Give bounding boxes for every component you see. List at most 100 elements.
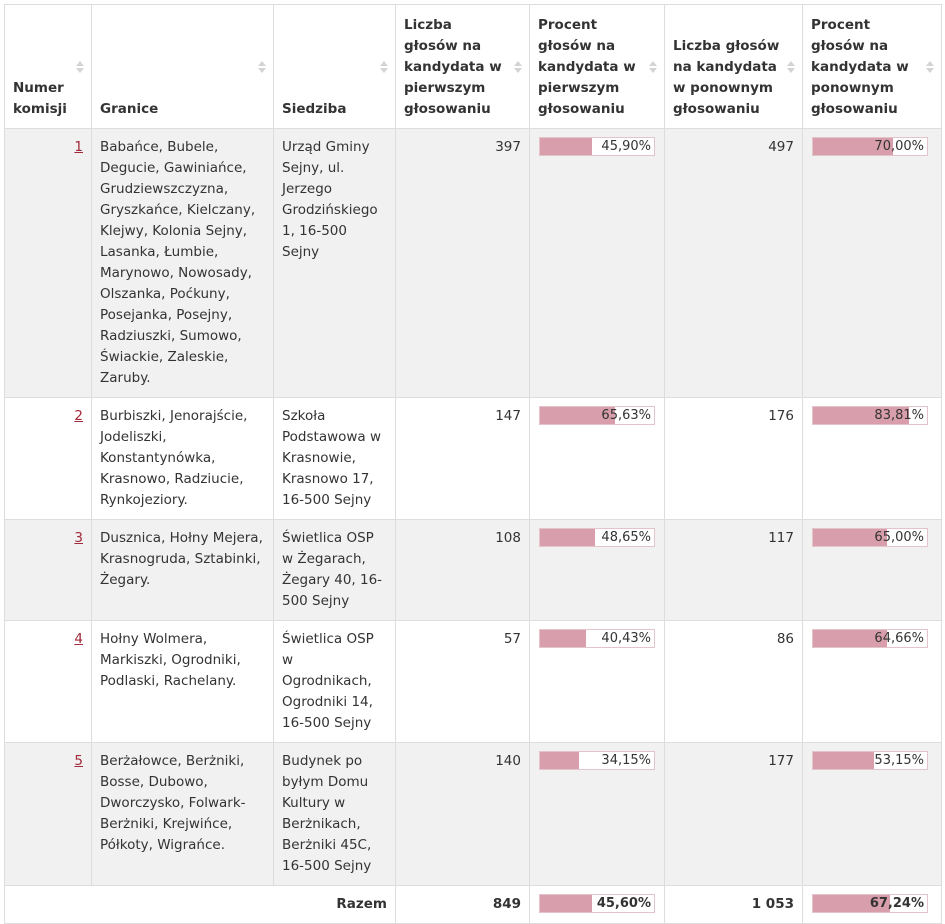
percent-bar-fill <box>540 895 592 912</box>
commission-link[interactable]: 4 <box>74 631 83 647</box>
cell-numer: 3 <box>4 519 92 621</box>
cell-granice: Burbiszki, Jenorajście, Jodeliszki, Kons… <box>91 397 274 520</box>
percent-value: 65,00% <box>874 530 924 545</box>
percent-value: 45,90% <box>601 139 651 154</box>
percent-bar: 65,63% <box>539 406 655 425</box>
cell-procent1: 34,15% <box>529 742 665 886</box>
cell-glosy1: 147 <box>395 397 530 520</box>
column-header-numer[interactable]: Numer komisji <box>4 4 92 129</box>
header-label: Granice <box>100 101 159 117</box>
cell-numer: 1 <box>4 128 92 398</box>
cell-granice: Hołny Wolmera, Markiszki, Ogrodniki, Pod… <box>91 620 274 743</box>
cell-procent1: 48,65% <box>529 519 665 621</box>
total-label: Razem <box>4 885 396 924</box>
cell-procent2: 70,00% <box>802 128 942 398</box>
commission-link[interactable]: 5 <box>74 753 83 769</box>
cell-procent1: 40,43% <box>529 620 665 743</box>
percent-bar-fill <box>813 529 888 546</box>
percent-bar: 48,65% <box>539 528 655 547</box>
cell-glosy1: 140 <box>395 742 530 886</box>
commission-link[interactable]: 3 <box>74 530 83 546</box>
total-glosy1: 849 <box>395 885 530 924</box>
header-label: Liczba głosów na kandydata w ponownym gł… <box>673 38 780 117</box>
percent-value: 65,63% <box>601 408 651 423</box>
sort-icon[interactable] <box>514 60 522 73</box>
cell-procent2: 83,81% <box>802 397 942 520</box>
cell-siedziba: Świetlica OSP w Żegarach, Żegary 40, 16-… <box>273 519 396 621</box>
sort-icon[interactable] <box>649 60 657 73</box>
percent-bar: 45,90% <box>539 137 655 156</box>
percent-value: 53,15% <box>874 753 924 768</box>
sort-icon[interactable] <box>76 60 84 73</box>
percent-bar-fill <box>813 752 874 769</box>
cell-siedziba: Świetlica OSP w Ogrodnikach, Ogrodniki 1… <box>273 620 396 743</box>
commission-link[interactable]: 2 <box>74 408 83 424</box>
table-row: 4 Hołny Wolmera, Markiszki, Ogrodniki, P… <box>4 620 942 743</box>
cell-procent2: 65,00% <box>802 519 942 621</box>
percent-bar: 83,81% <box>812 406 928 425</box>
cell-numer: 5 <box>4 742 92 886</box>
column-header-siedziba[interactable]: Siedziba <box>273 4 396 129</box>
table-row: 1 Babańce, Bubele, Degucie, Gawiniańce, … <box>4 128 942 398</box>
percent-bar: 67,24% <box>812 894 928 913</box>
percent-bar-fill <box>540 407 615 424</box>
cell-procent2: 53,15% <box>802 742 942 886</box>
percent-bar-fill <box>813 138 893 155</box>
sort-icon[interactable] <box>926 60 934 73</box>
cell-glosy1: 397 <box>395 128 530 398</box>
column-header-glosy2[interactable]: Liczba głosów na kandydata w ponownym gł… <box>664 4 803 129</box>
cell-glosy2: 176 <box>664 397 803 520</box>
percent-value: 45,60% <box>596 896 651 911</box>
cell-glosy2: 177 <box>664 742 803 886</box>
percent-bar-fill <box>813 407 909 424</box>
cell-glosy1: 57 <box>395 620 530 743</box>
total-row: Razem 849 45,60% 1 053 67,24% <box>4 885 942 924</box>
percent-value: 40,43% <box>601 631 651 646</box>
total-glosy2: 1 053 <box>664 885 803 924</box>
total-procent1: 45,60% <box>529 885 665 924</box>
percent-bar: 34,15% <box>539 751 655 770</box>
cell-granice: Berżałowce, Berżniki, Bosse, Dubowo, Dwo… <box>91 742 274 886</box>
header-label: Liczba głosów na kandydata w pierwszym g… <box>404 17 502 117</box>
commission-link[interactable]: 1 <box>74 139 83 155</box>
column-header-procent1[interactable]: Procent głosów na kandydata w pierwszym … <box>529 4 665 129</box>
percent-bar-fill <box>813 630 887 647</box>
percent-bar: 64,66% <box>812 629 928 648</box>
percent-bar: 53,15% <box>812 751 928 770</box>
percent-bar-fill <box>540 752 579 769</box>
percent-value: 48,65% <box>601 530 651 545</box>
percent-bar-fill <box>540 529 596 546</box>
percent-bar: 65,00% <box>812 528 928 547</box>
header-label: Siedziba <box>282 101 347 117</box>
percent-value: 64,66% <box>874 631 924 646</box>
cell-glosy2: 497 <box>664 128 803 398</box>
cell-procent2: 64,66% <box>802 620 942 743</box>
cell-siedziba: Budynek po byłym Domu Kultury w Berżnika… <box>273 742 396 886</box>
column-header-granice[interactable]: Granice <box>91 4 274 129</box>
percent-bar: 70,00% <box>812 137 928 156</box>
cell-siedziba: Szkoła Podstawowa w Krasnowie, Krasnowo … <box>273 397 396 520</box>
cell-numer: 4 <box>4 620 92 743</box>
table-row: 2 Burbiszki, Jenorajście, Jodeliszki, Ko… <box>4 397 942 520</box>
cell-procent1: 45,90% <box>529 128 665 398</box>
percent-bar-fill <box>540 138 593 155</box>
results-table: Numer komisji Granice Siedziba Liczba gł… <box>4 4 942 924</box>
cell-numer: 2 <box>4 397 92 520</box>
percent-bar-fill <box>540 630 587 647</box>
cell-glosy2: 117 <box>664 519 803 621</box>
cell-procent1: 65,63% <box>529 397 665 520</box>
total-procent2: 67,24% <box>802 885 942 924</box>
header-label: Numer komisji <box>13 80 67 117</box>
sort-icon[interactable] <box>380 60 388 73</box>
percent-value: 67,24% <box>869 896 924 911</box>
percent-value: 70,00% <box>874 139 924 154</box>
cell-glosy2: 86 <box>664 620 803 743</box>
table-row: 3 Dusznica, Hołny Mejera, Krasnogruda, S… <box>4 519 942 621</box>
percent-value: 83,81% <box>874 408 924 423</box>
column-header-glosy1[interactable]: Liczba głosów na kandydata w pierwszym g… <box>395 4 530 129</box>
column-header-procent2[interactable]: Procent głosów na kandydata w ponownym g… <box>802 4 942 129</box>
percent-value: 34,15% <box>601 753 651 768</box>
percent-bar: 40,43% <box>539 629 655 648</box>
sort-icon[interactable] <box>787 60 795 73</box>
sort-icon[interactable] <box>258 60 266 73</box>
